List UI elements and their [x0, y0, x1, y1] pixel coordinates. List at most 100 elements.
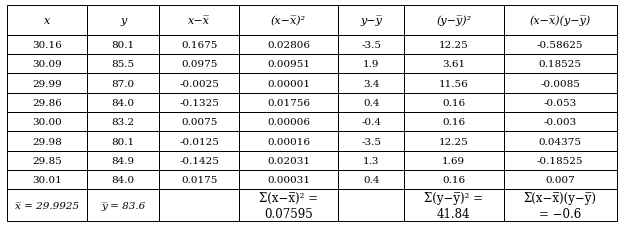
Text: 84.9: 84.9 [112, 156, 135, 165]
Text: 0.00951: 0.00951 [267, 60, 310, 69]
Bar [338, 170, 404, 190]
Bar [7, 6, 87, 35]
Bar [239, 74, 338, 93]
Bar [7, 190, 87, 221]
Text: 83.2: 83.2 [112, 118, 135, 127]
Bar [159, 74, 239, 93]
Bar [404, 132, 504, 151]
Text: 0.01756: 0.01756 [267, 99, 310, 107]
Bar [87, 132, 159, 151]
Bar [338, 35, 404, 55]
Bar [239, 6, 338, 35]
Bar [338, 74, 404, 93]
Bar [239, 151, 338, 170]
Bar [338, 190, 404, 221]
Bar [504, 74, 617, 93]
Text: 29.99: 29.99 [32, 79, 62, 88]
Bar [87, 151, 159, 170]
Text: -0.003: -0.003 [544, 118, 577, 127]
Text: 0.00016: 0.00016 [267, 137, 310, 146]
Text: 1.9: 1.9 [363, 60, 379, 69]
Bar [404, 35, 504, 55]
Bar [87, 55, 159, 74]
Text: 29.86: 29.86 [32, 99, 62, 107]
Text: (y−y̅)²: (y−y̅)² [436, 15, 471, 26]
Bar [87, 93, 159, 113]
Text: Σ(y−y̅)² =
41.84: Σ(y−y̅)² = 41.84 [424, 191, 484, 220]
Text: 29.85: 29.85 [32, 156, 62, 165]
Text: 0.18525: 0.18525 [539, 60, 582, 69]
Bar [159, 55, 239, 74]
Text: 0.0175: 0.0175 [181, 175, 217, 184]
Text: 85.5: 85.5 [112, 60, 135, 69]
Bar [338, 151, 404, 170]
Bar [338, 93, 404, 113]
Text: Σ(x−x̅)² =
0.07595: Σ(x−x̅)² = 0.07595 [259, 191, 318, 220]
Text: x̅ = 29.9925: x̅ = 29.9925 [15, 201, 79, 210]
Bar [504, 93, 617, 113]
Text: y−y̅: y−y̅ [360, 15, 382, 26]
Text: y̅ = 83.6: y̅ = 83.6 [101, 201, 145, 210]
Text: 0.00006: 0.00006 [267, 118, 310, 127]
Bar [87, 6, 159, 35]
Bar [87, 35, 159, 55]
Text: 12.25: 12.25 [439, 41, 469, 50]
Text: 0.02806: 0.02806 [267, 41, 310, 50]
Text: 84.0: 84.0 [112, 99, 135, 107]
Bar [338, 6, 404, 35]
Bar [159, 35, 239, 55]
Text: 0.0075: 0.0075 [181, 118, 217, 127]
Bar [504, 151, 617, 170]
Bar [338, 113, 404, 132]
Bar [504, 190, 617, 221]
Text: 0.1675: 0.1675 [181, 41, 217, 50]
Text: 0.00001: 0.00001 [267, 79, 310, 88]
Text: -0.58625: -0.58625 [537, 41, 583, 50]
Bar [338, 55, 404, 74]
Bar [7, 170, 87, 190]
Bar [239, 170, 338, 190]
Bar [159, 132, 239, 151]
Bar [404, 6, 504, 35]
Bar [87, 113, 159, 132]
Text: -0.1325: -0.1325 [179, 99, 219, 107]
Bar [7, 74, 87, 93]
Bar [239, 93, 338, 113]
Text: 0.0975: 0.0975 [181, 60, 217, 69]
Bar [404, 151, 504, 170]
Bar [7, 132, 87, 151]
Text: 87.0: 87.0 [112, 79, 135, 88]
Bar [504, 170, 617, 190]
Text: 0.16: 0.16 [442, 99, 466, 107]
Text: -0.0085: -0.0085 [540, 79, 580, 88]
Bar [338, 132, 404, 151]
Text: 30.01: 30.01 [32, 175, 62, 184]
Bar [239, 190, 338, 221]
Bar [504, 35, 617, 55]
Text: -3.5: -3.5 [361, 137, 381, 146]
Text: (x−x̅)²: (x−x̅)² [271, 15, 306, 26]
Text: 11.56: 11.56 [439, 79, 469, 88]
Text: -0.4: -0.4 [361, 118, 381, 127]
Bar [404, 113, 504, 132]
Bar [504, 55, 617, 74]
Bar [404, 74, 504, 93]
Text: 29.98: 29.98 [32, 137, 62, 146]
Bar [159, 170, 239, 190]
Text: 1.69: 1.69 [442, 156, 466, 165]
Bar [239, 55, 338, 74]
Text: -3.5: -3.5 [361, 41, 381, 50]
Text: -0.18525: -0.18525 [537, 156, 583, 165]
Bar [404, 190, 504, 221]
Text: 0.04375: 0.04375 [539, 137, 582, 146]
Text: x: x [44, 16, 51, 26]
Bar [159, 93, 239, 113]
Bar [7, 55, 87, 74]
Text: 1.3: 1.3 [363, 156, 379, 165]
Bar [239, 132, 338, 151]
Text: Σ(x−x̅)(y−y̅)
= −0.6: Σ(x−x̅)(y−y̅) = −0.6 [524, 191, 597, 220]
Text: -0.053: -0.053 [544, 99, 577, 107]
Text: 30.00: 30.00 [32, 118, 62, 127]
Bar [504, 132, 617, 151]
Text: 80.1: 80.1 [112, 41, 135, 50]
